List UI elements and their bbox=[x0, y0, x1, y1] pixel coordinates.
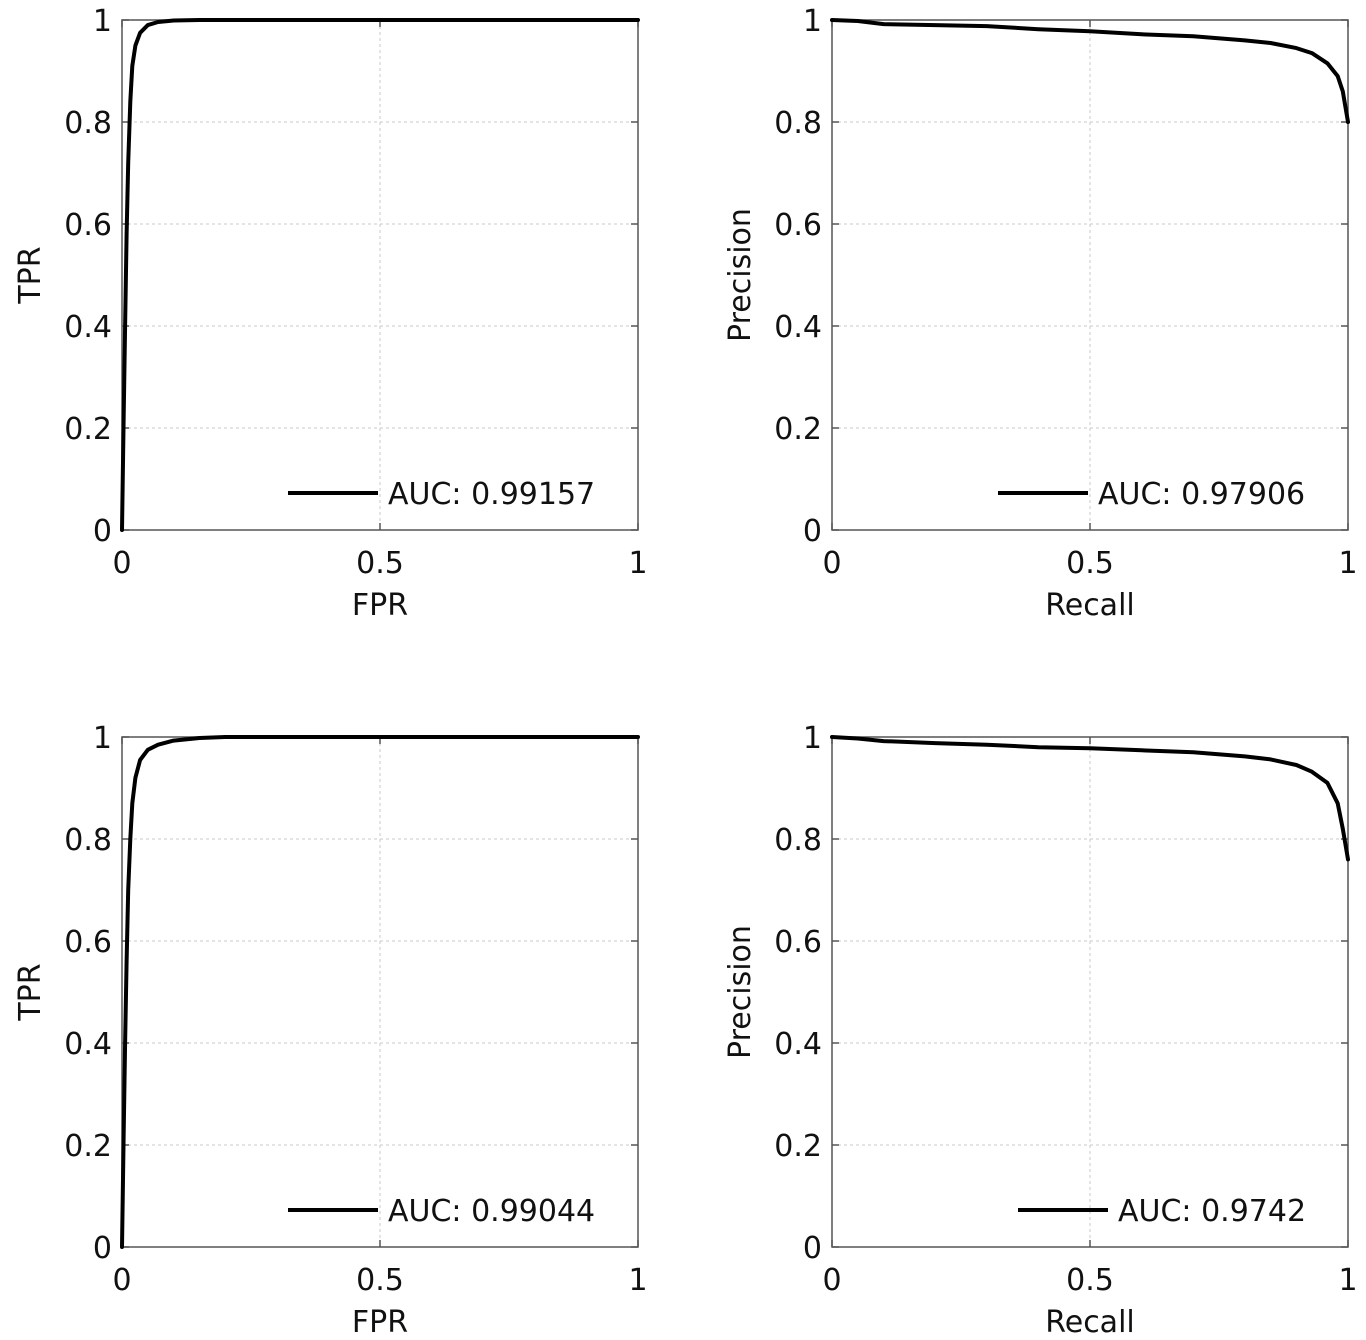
y-tick-label: 0.2 bbox=[64, 1129, 112, 1164]
x-tick-label: 0 bbox=[112, 1263, 131, 1298]
x-tick-label: 0.5 bbox=[1066, 1263, 1114, 1298]
series-line-1 bbox=[830, 735, 1350, 862]
series-line-1 bbox=[120, 735, 640, 1249]
y-tick-label: 0 bbox=[93, 1231, 112, 1266]
y-tick-label: 0 bbox=[803, 1231, 822, 1266]
y-tick-label: 0.2 bbox=[774, 412, 822, 447]
x-axis-label: FPR bbox=[352, 1305, 408, 1340]
y-axis-label: Precision bbox=[723, 925, 758, 1059]
series-line-1 bbox=[830, 18, 1350, 124]
y-tick-label: 0.4 bbox=[64, 310, 112, 345]
legend-label: AUC: 0.9742 bbox=[1118, 1194, 1306, 1229]
y-tick-label: 1 bbox=[93, 721, 112, 756]
y-tick-label: 0.2 bbox=[64, 412, 112, 447]
y-axis-label: TPR bbox=[13, 246, 48, 304]
y-tick-label: 0 bbox=[93, 514, 112, 549]
y-tick-label: 1 bbox=[803, 4, 822, 39]
chart-panel-1: 0 0.5 1 0 0.2 0.4 0.6 0.8 1 AUC: 0.99157 FPR TPR bbox=[13, 4, 648, 623]
x-tick-label: 1 bbox=[1338, 546, 1357, 581]
x-axis-label: Recall bbox=[1045, 1305, 1135, 1340]
x-tick-label: 1 bbox=[1338, 1263, 1357, 1298]
y-tick-label: 1 bbox=[93, 4, 112, 39]
y-tick-label: 0.2 bbox=[774, 1129, 822, 1164]
y-tick-label: 0.8 bbox=[64, 823, 112, 858]
plot-frame bbox=[831, 19, 1349, 531]
y-tick-label: 0 bbox=[803, 514, 822, 549]
x-tick-label: 0 bbox=[822, 1263, 841, 1298]
plot-frame bbox=[831, 736, 1349, 1248]
chart-panel-4: 0 0.5 1 0 0.2 0.4 0.6 0.8 1 AUC: 0.9742 Recall Prec… bbox=[723, 721, 1358, 1340]
x-axis-label: Recall bbox=[1045, 588, 1135, 623]
chart-panel-3: 0 0.5 1 0 0.2 0.4 0.6 0.8 1 AUC: 0.99044 FPR TPR bbox=[13, 721, 648, 1340]
y-tick-label: 1 bbox=[803, 721, 822, 756]
x-axis-label: FPR bbox=[352, 588, 408, 623]
x-tick-label: 0 bbox=[112, 546, 131, 581]
x-tick-label: 0.5 bbox=[356, 1263, 404, 1298]
y-tick-label: 0.6 bbox=[64, 208, 112, 243]
y-axis-label: TPR bbox=[13, 963, 48, 1021]
y-tick-label: 0.8 bbox=[64, 106, 112, 141]
series-line-1 bbox=[120, 18, 640, 532]
y-tick-label: 0.4 bbox=[774, 1027, 822, 1062]
x-tick-label: 0.5 bbox=[356, 546, 404, 581]
legend-label: AUC: 0.99044 bbox=[388, 1194, 595, 1229]
y-tick-label: 0.6 bbox=[774, 208, 822, 243]
legend-label: AUC: 0.97906 bbox=[1098, 477, 1305, 512]
y-tick-label: 0.8 bbox=[774, 106, 822, 141]
y-tick-label: 0.6 bbox=[64, 925, 112, 960]
y-axis-label: Precision bbox=[723, 208, 758, 342]
y-tick-label: 0.8 bbox=[774, 823, 822, 858]
x-tick-label: 1 bbox=[628, 1263, 647, 1298]
x-tick-label: 0.5 bbox=[1066, 546, 1114, 581]
x-tick-label: 0 bbox=[822, 546, 841, 581]
y-tick-label: 0.4 bbox=[774, 310, 822, 345]
x-tick-label: 1 bbox=[628, 546, 647, 581]
y-tick-label: 0.6 bbox=[774, 925, 822, 960]
y-tick-label: 0.4 bbox=[64, 1027, 112, 1062]
legend-label: AUC: 0.99157 bbox=[388, 477, 595, 512]
chart-panel-2: 0 0.5 1 0 0.2 0.4 0.6 0.8 1 AUC: 0.97906 Recall Pre… bbox=[723, 4, 1358, 623]
